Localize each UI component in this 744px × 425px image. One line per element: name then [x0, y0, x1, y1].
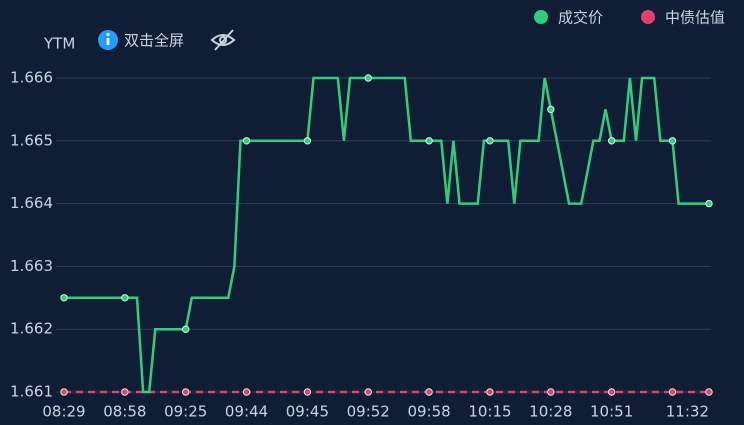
point — [668, 388, 677, 396]
x-tick-label: 10:51 — [590, 403, 633, 421]
x-tick-label: 08:58 — [103, 403, 146, 421]
x-tick-label: 10:28 — [529, 403, 572, 421]
y-tick-label: 1.666 — [10, 69, 53, 87]
legend-swatch — [641, 10, 655, 24]
point — [181, 325, 190, 333]
x-tick-label: 09:44 — [225, 403, 268, 421]
eye-outline — [210, 34, 236, 46]
info-icon-bar — [106, 38, 110, 45]
x-tick-label: 11:32 — [666, 403, 709, 421]
y-tick-label: 1.665 — [10, 131, 53, 149]
point — [242, 388, 251, 396]
eye-pupil — [219, 36, 227, 44]
point — [668, 137, 677, 145]
y-tick-label: 1.663 — [10, 257, 53, 275]
point — [425, 137, 433, 145]
x-tick-label: 09:58 — [407, 403, 450, 421]
series-line — [64, 76, 709, 394]
y-axis-label: YTM — [43, 35, 75, 53]
point — [607, 137, 616, 145]
hide-icon[interactable] — [210, 29, 236, 51]
legend-label: 中债估值 — [665, 9, 725, 27]
fullscreen-hint[interactable]: 双击全屏 — [98, 30, 184, 50]
eye-slash — [214, 29, 234, 51]
point — [705, 199, 713, 208]
point — [705, 388, 713, 396]
y-tick-label: 1.662 — [10, 320, 53, 338]
x-tick-label: 10:15 — [468, 403, 511, 421]
point — [60, 388, 68, 396]
point — [60, 294, 68, 302]
toolbar-text: 双击全屏 — [124, 32, 184, 50]
legend-swatch — [534, 10, 548, 24]
point — [181, 388, 190, 396]
legend-item[interactable]: 成交价 — [534, 9, 603, 27]
x-tick-label: 09:52 — [347, 403, 390, 421]
point — [121, 294, 129, 302]
x-tick-label: 09:25 — [164, 403, 207, 421]
point — [303, 137, 312, 145]
y-tick-label: 1.661 — [10, 383, 53, 401]
point — [547, 105, 555, 114]
point — [242, 137, 251, 145]
point — [486, 388, 494, 396]
legend-label: 成交价 — [558, 9, 603, 27]
point — [547, 388, 555, 396]
point — [303, 388, 312, 396]
point — [486, 137, 494, 145]
x-tick-label: 09:45 — [286, 403, 329, 421]
point — [607, 388, 616, 396]
x-tick-label: 08:29 — [42, 403, 85, 421]
point — [121, 388, 129, 396]
legend-item[interactable]: 中债估值 — [641, 9, 725, 27]
point — [364, 388, 372, 396]
info-icon-dot — [106, 33, 110, 36]
point — [425, 388, 433, 396]
y-tick-label: 1.664 — [10, 194, 53, 212]
point — [364, 74, 372, 82]
